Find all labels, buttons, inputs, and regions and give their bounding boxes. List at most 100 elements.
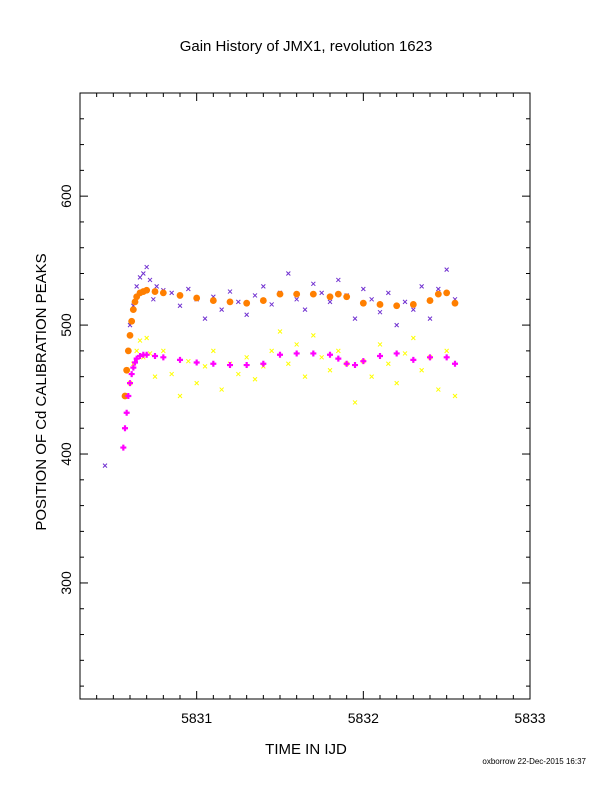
x-tick-label: 5832: [348, 710, 379, 726]
data-point: [120, 444, 127, 451]
data-point: [410, 335, 416, 341]
data-point: [169, 371, 175, 377]
data-point: [260, 360, 267, 367]
data-point: [177, 393, 183, 399]
x-tick-label: 5831: [181, 710, 212, 726]
data-point: [185, 358, 191, 364]
data-point: [126, 332, 134, 339]
data-point: [426, 297, 434, 304]
data-point: [452, 360, 458, 367]
data-point: [185, 286, 191, 292]
data-point: [394, 380, 400, 386]
data-point: [102, 463, 108, 468]
series-3-points: [120, 350, 458, 451]
data-point: [451, 299, 459, 307]
data-point: [219, 307, 225, 312]
data-point: [243, 362, 250, 369]
data-point: [294, 342, 300, 347]
data-point: [402, 351, 408, 356]
data-point: [377, 353, 383, 360]
data-point: [244, 354, 250, 360]
data-point: [376, 301, 384, 308]
data-point: [360, 358, 367, 365]
data-point: [402, 299, 408, 305]
data-point: [227, 289, 233, 294]
data-point: [335, 277, 341, 283]
y-axis-label: POSITION OF Cd CALIBRATION PEAKS: [33, 253, 50, 530]
data-point: [319, 290, 325, 296]
data-point: [302, 374, 308, 380]
data-point: [269, 348, 275, 354]
data-point: [227, 362, 233, 369]
data-point: [359, 299, 367, 307]
data-point: [137, 353, 143, 360]
data-point: [369, 374, 375, 380]
data-point: [360, 286, 366, 292]
data-point: [152, 353, 158, 360]
data-point: [419, 367, 425, 373]
data-point: [151, 288, 159, 295]
data-point: [410, 356, 417, 363]
y-tick-label: 300: [58, 571, 74, 595]
data-point: [137, 275, 143, 280]
data-point: [444, 267, 450, 272]
data-point: [310, 281, 316, 287]
data-point: [435, 387, 441, 392]
data-point: [235, 371, 241, 377]
data-point: [276, 290, 284, 298]
data-point: [129, 306, 137, 314]
data-point: [285, 271, 291, 276]
data-point: [385, 361, 391, 367]
data-point: [260, 284, 266, 289]
data-point: [160, 348, 166, 354]
data-point: [327, 299, 333, 305]
data-point: [244, 312, 250, 318]
data-point: [452, 393, 458, 399]
data-point: [319, 354, 325, 360]
data-point: [202, 363, 208, 369]
data-point: [326, 293, 334, 301]
data-point: [277, 351, 283, 358]
data-point: [177, 356, 183, 363]
series-0-points: [102, 264, 458, 468]
data-point: [352, 316, 358, 321]
data-point: [310, 350, 317, 357]
data-point: [377, 342, 383, 347]
data-point: [152, 374, 158, 380]
data-point: [310, 333, 316, 338]
data-point: [210, 360, 217, 367]
data-point: [343, 293, 351, 301]
data-point: [343, 360, 350, 367]
data-point: [226, 298, 234, 306]
data-point: [132, 359, 138, 366]
data-point: [410, 307, 416, 312]
data-point: [377, 309, 383, 315]
tick-labels: 5831 5832 5833 300 400 500 600: [58, 184, 546, 726]
x-tick-label: 5833: [514, 710, 545, 726]
data-point: [235, 299, 241, 305]
data-point: [122, 425, 128, 432]
data-point: [219, 387, 225, 392]
data-point: [209, 297, 217, 304]
data-point: [194, 380, 200, 386]
data-point: [160, 354, 167, 361]
data-point: [123, 366, 131, 374]
data-point: [125, 393, 132, 399]
data-point: [444, 348, 450, 354]
plot-area-border: [79, 92, 531, 700]
data-point: [293, 290, 301, 298]
data-point: [193, 359, 200, 366]
data-point: [352, 400, 358, 405]
data-point: [269, 302, 275, 307]
data-point: [169, 290, 175, 296]
data-point: [277, 329, 283, 334]
data-point: [327, 367, 333, 373]
data-points: [102, 264, 459, 468]
data-point: [435, 286, 441, 292]
data-point: [154, 284, 160, 289]
axis-ticks: [79, 92, 531, 699]
data-point: [309, 290, 317, 298]
data-point: [294, 296, 300, 302]
series-2-points: [121, 286, 459, 400]
